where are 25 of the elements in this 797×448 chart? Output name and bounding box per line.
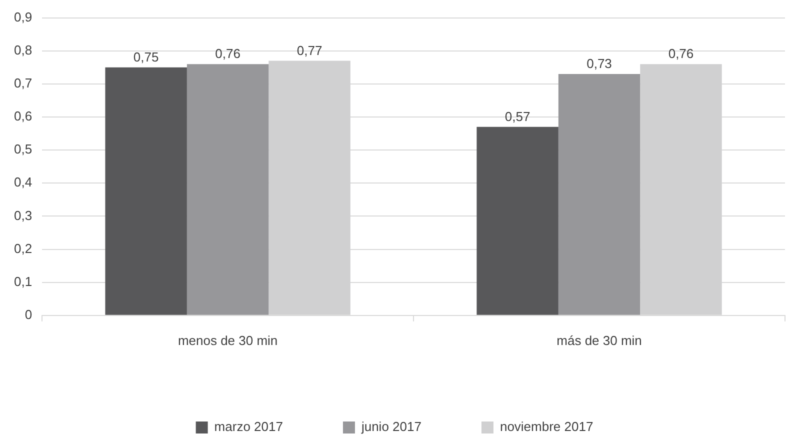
y-tick-label: 0,6 (14, 108, 32, 124)
bar (476, 126, 558, 315)
y-tick-label: 0,4 (14, 174, 32, 190)
legend-label: noviembre 2017 (500, 419, 594, 434)
legend-label: marzo 2017 (214, 419, 283, 434)
data-label: 0,73 (586, 56, 612, 72)
y-tick-label: 0,5 (14, 142, 32, 157)
data-label: 0,76 (668, 46, 694, 62)
x-tick-label: más de 30 min (556, 332, 642, 348)
data-label: 0,75 (133, 49, 159, 64)
data-label: 0,76 (215, 46, 240, 62)
y-tick-label: 0,2 (14, 240, 32, 256)
y-tick-label: 0,7 (14, 76, 32, 91)
y-tick-label: 0,8 (14, 42, 32, 58)
legend-label: junio 2017 (360, 419, 422, 434)
data-label: 0,57 (504, 109, 530, 124)
bar (105, 67, 187, 315)
x-tick-label: menos de 30 min (178, 332, 278, 348)
bar (558, 74, 640, 315)
y-tick-label: 0,1 (14, 274, 32, 289)
bar (186, 64, 269, 315)
data-label: 0,77 (296, 42, 322, 58)
y-tick-label: 0,9 (14, 9, 32, 24)
y-tick-label: 0 (24, 306, 32, 322)
y-tick-label: 0,3 (14, 208, 32, 223)
